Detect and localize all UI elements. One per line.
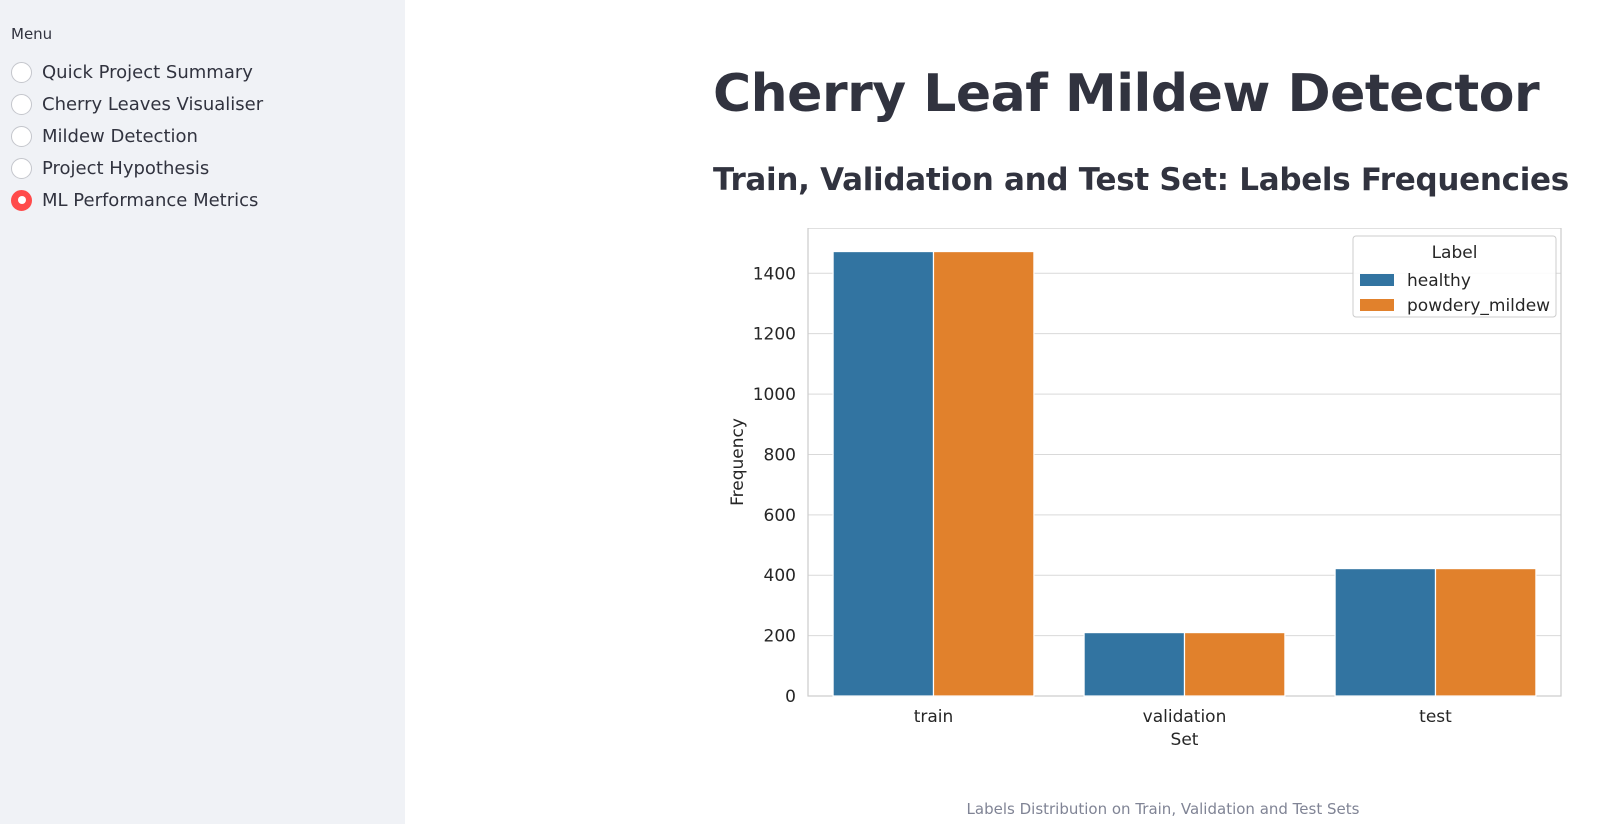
x-axis-label: Set bbox=[1171, 730, 1199, 750]
menu-item-label: Mildew Detection bbox=[42, 125, 198, 147]
y-axis-label: Frequency bbox=[728, 418, 748, 506]
bar-healthy-validation bbox=[1083, 631, 1186, 697]
bar-healthy-test bbox=[1334, 567, 1437, 697]
radio-circle-icon[interactable] bbox=[11, 157, 32, 179]
legend-swatch-healthy bbox=[1360, 274, 1394, 286]
y-tick-label: 200 bbox=[764, 627, 796, 647]
legend-title: Label bbox=[1432, 243, 1478, 263]
legend-label-powdery_mildew: powdery_mildew bbox=[1407, 296, 1550, 316]
y-tick-label: 800 bbox=[764, 445, 796, 465]
section-title: Train, Validation and Test Set: Labels F… bbox=[713, 162, 1569, 198]
y-tick-label: 1200 bbox=[753, 325, 796, 345]
radio-circle-icon[interactable] bbox=[11, 125, 32, 147]
chart-caption: Labels Distribution on Train, Validation… bbox=[966, 800, 1360, 818]
page-title: Cherry Leaf Mildew Detector bbox=[713, 64, 1540, 124]
bar-chart: 0 200 400 600 800 1000 1200 1400 train validation… bbox=[713, 228, 1613, 788]
menu-item-project-hypothesis[interactable]: Project Hypothesis bbox=[11, 152, 263, 184]
sidebar: Menu Quick Project Summary Cherry Leaves… bbox=[0, 0, 405, 824]
menu-item-quick-project-summary[interactable]: Quick Project Summary bbox=[11, 56, 263, 88]
radio-circle-icon[interactable] bbox=[11, 61, 32, 83]
y-tick-label: 1000 bbox=[753, 385, 796, 405]
y-tick-label: 400 bbox=[764, 566, 796, 586]
menu-item-label: Project Hypothesis bbox=[42, 157, 210, 179]
menu-item-ml-performance-metrics[interactable]: ML Performance Metrics bbox=[11, 184, 263, 216]
menu-radio-group: Quick Project Summary Cherry Leaves Visu… bbox=[11, 56, 263, 216]
bar-powdery_mildew-train bbox=[932, 250, 1035, 697]
menu-label: Menu bbox=[11, 25, 53, 43]
x-tick-label: test bbox=[1419, 707, 1452, 727]
menu-item-cherry-leaves-visualiser[interactable]: Cherry Leaves Visualiser bbox=[11, 88, 263, 120]
radio-circle-icon[interactable] bbox=[11, 93, 32, 115]
y-tick-label: 600 bbox=[764, 506, 796, 526]
menu-item-label: Cherry Leaves Visualiser bbox=[42, 93, 264, 115]
x-tick-label: train bbox=[914, 707, 954, 727]
legend-label-healthy: healthy bbox=[1407, 271, 1471, 291]
y-tick-label: 1400 bbox=[753, 264, 796, 284]
menu-item-label: ML Performance Metrics bbox=[42, 189, 259, 211]
bar-healthy-train bbox=[832, 250, 935, 697]
menu-item-mildew-detection[interactable]: Mildew Detection bbox=[11, 120, 263, 152]
menu-item-label: Quick Project Summary bbox=[42, 61, 253, 83]
bar-powdery_mildew-validation bbox=[1183, 631, 1286, 697]
x-tick-label: validation bbox=[1143, 707, 1227, 727]
radio-selected-icon[interactable] bbox=[11, 189, 32, 211]
bar-chart-svg: 0 200 400 600 800 1000 1200 1400 train validation… bbox=[728, 228, 1562, 750]
y-tick-label: 0 bbox=[785, 687, 796, 707]
bar-powdery_mildew-test bbox=[1434, 567, 1537, 697]
legend-box bbox=[1352, 235, 1557, 318]
legend-swatch-powdery_mildew bbox=[1360, 299, 1394, 311]
